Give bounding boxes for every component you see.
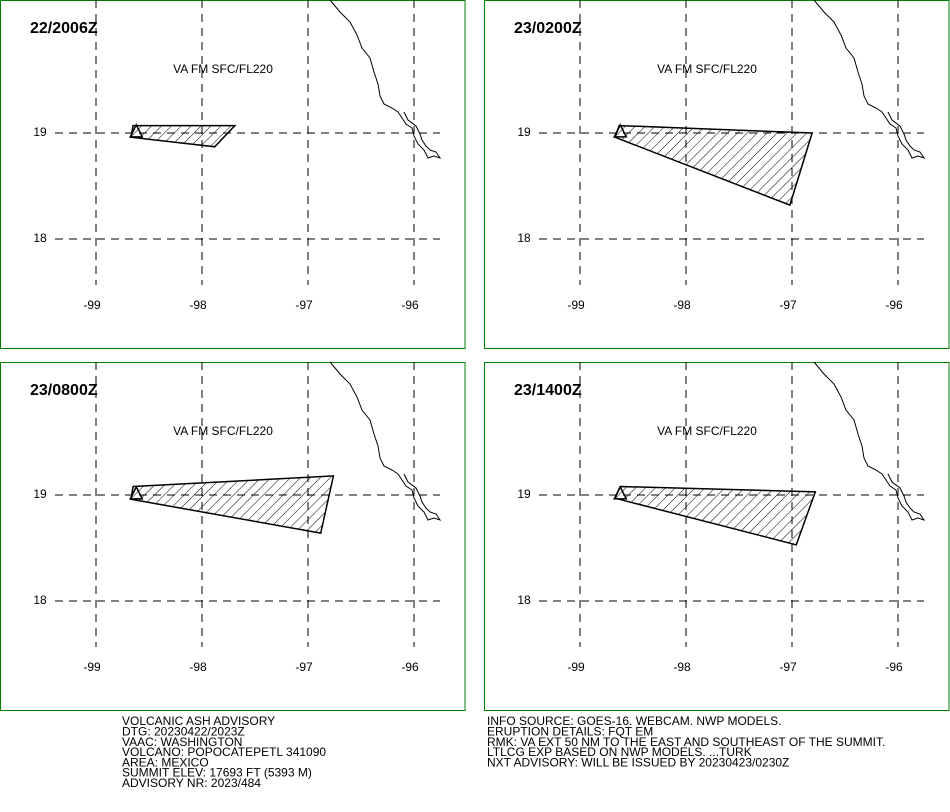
advisory-line: RMK: VA EXT 50 NM TO THE EAST AND SOUTHE…: [487, 735, 885, 749]
valid-time: 22/2006Z: [30, 20, 98, 37]
lon-label: -97: [295, 660, 313, 674]
panel-border: [484, 362, 950, 711]
lon-label: -96: [401, 660, 419, 674]
advisory-line: ADVISORY NR: 2023/484: [122, 776, 261, 790]
coastline: [329, 361, 441, 521]
map-panel: -99 -98 -97 -96 19 18 23/0800Z VA FM SFC/FL220: [0, 361, 466, 711]
lat-label: 18: [33, 231, 47, 245]
valid-time: 23/0200Z: [514, 20, 582, 37]
advisory-line: VOLCANIC ASH ADVISORY: [122, 714, 275, 728]
advisory-line: SUMMIT ELEV: 17693 FT (5393 M): [122, 766, 312, 780]
lat-label: 18: [517, 593, 531, 607]
lat-label: 19: [33, 125, 47, 139]
advisory-line: VOLCANO: POPOCATEPETL 341090: [122, 745, 326, 759]
advisory-line: DTG: 20230422/2023Z: [122, 724, 245, 738]
panel-border: [484, 0, 950, 349]
advisory-line: LTLCG EXP BASED ON NWP MODELS. ...TURK: [487, 745, 752, 759]
volcano: [129, 485, 144, 500]
advisory-line: VAAC: WASHINGTON: [122, 735, 242, 749]
advisory-line: INFO SOURCE: GOES-16. WEBCAM. NWP MODELS…: [487, 714, 782, 728]
lon-label: -97: [779, 660, 797, 674]
ash-polygon: [130, 475, 335, 535]
panel-border: [0, 362, 466, 711]
lon-label: -96: [885, 660, 903, 674]
volcano: [613, 485, 628, 500]
advisory-line: NXT ADVISORY: WILL BE ISSUED BY 20230423…: [487, 755, 789, 769]
coastline: [329, 0, 441, 159]
coastline: [813, 0, 925, 159]
volcano: [613, 123, 628, 138]
advisory-line: ERUPTION DETAILS: FQT EM: [487, 724, 653, 738]
lon-label: -99: [567, 660, 585, 674]
ash-polygon: [614, 124, 814, 207]
lon-label: -99: [83, 660, 101, 674]
ash-polygon: [130, 124, 237, 148]
advisory-line: AREA: MEXICO: [122, 755, 209, 769]
layer-label: VA FM SFC/FL220: [657, 424, 757, 438]
lon-label: -97: [779, 298, 797, 312]
map-panel: -99 -98 -97 -96 19 18 22/2006Z VA FM SFC/FL220: [0, 0, 466, 349]
lon-label: -97: [295, 298, 313, 312]
valid-time: 23/0800Z: [30, 382, 98, 399]
ash-polygon: [613, 485, 817, 546]
valid-time: 23/1400Z: [514, 382, 582, 399]
lon-label: -98: [673, 298, 691, 312]
lat-label: 18: [33, 593, 47, 607]
lon-label: -99: [83, 298, 101, 312]
lat-label: 19: [33, 487, 47, 501]
lon-label: -96: [401, 298, 419, 312]
map-panel: -99 -98 -97 -96 19 18 23/0200Z VA FM SFC/FL220: [484, 0, 950, 349]
lon-label: -98: [189, 298, 207, 312]
lat-label: 18: [517, 231, 531, 245]
lat-label: 19: [517, 487, 531, 501]
layer-label: VA FM SFC/FL220: [657, 62, 757, 76]
lon-label: -96: [885, 298, 903, 312]
map-panel: -99 -98 -97 -96 19 18 23/1400Z VA FM SFC/FL220: [484, 361, 950, 711]
layer-label: VA FM SFC/FL220: [173, 62, 273, 76]
lat-label: 19: [517, 125, 531, 139]
lon-label: -98: [673, 660, 691, 674]
layer-label: VA FM SFC/FL220: [173, 424, 273, 438]
coastline: [813, 361, 925, 521]
lon-label: -99: [567, 298, 585, 312]
lon-label: -98: [189, 660, 207, 674]
volcano: [129, 123, 144, 138]
panel-border: [0, 0, 466, 349]
